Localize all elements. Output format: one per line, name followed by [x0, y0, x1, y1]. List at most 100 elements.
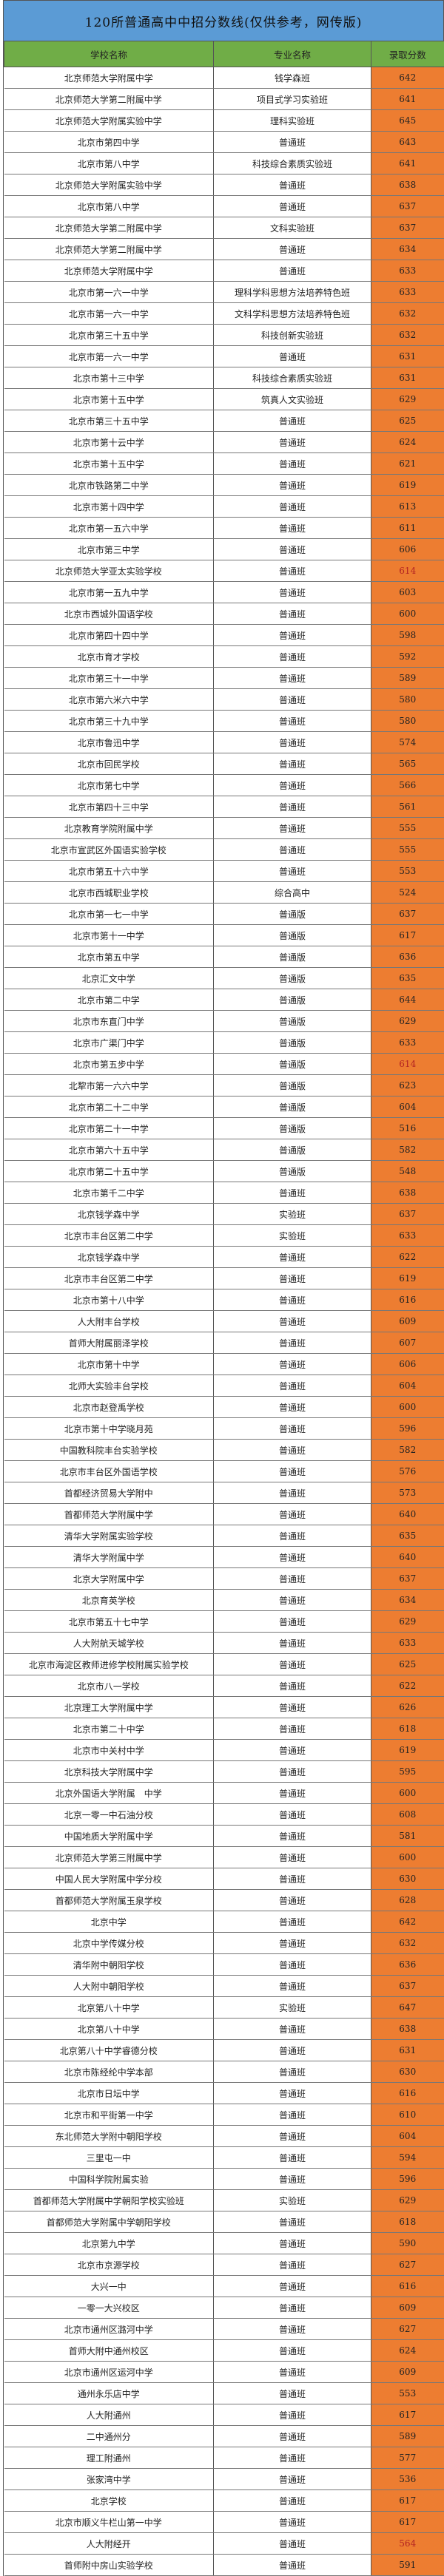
score-cell: 591	[371, 2554, 444, 2576]
school-name-cell: 东北师范大学附中朝阳学校	[4, 2125, 214, 2147]
program-name-cell: 实验班	[213, 1224, 371, 1247]
school-name-cell: 中国人民大学附属中学分校	[4, 1868, 214, 1890]
program-name-cell: 普通班	[213, 1975, 371, 1997]
table-row: 北京一零一中石油分校 普通班 608	[4, 1803, 444, 1826]
header-score: 录取分数	[371, 41, 444, 67]
school-name-cell: 北京市第六十五中学	[4, 1139, 214, 1161]
program-name-cell: 普通班	[213, 1567, 371, 1590]
score-cell: 625	[371, 1653, 444, 1675]
score-cell: 607	[371, 1332, 444, 1354]
score-cell: 635	[371, 1525, 444, 1547]
score-cell: 622	[371, 1246, 444, 1268]
table-row: 北京市宣武区外国语实验学校 普通班 555	[4, 838, 444, 861]
school-name-cell: 北京师范大学附属实验中学	[4, 174, 214, 196]
table-row: 北京师范大学亚太实验学校 普通班 614	[4, 560, 444, 582]
school-name-cell: 北京外国语大学附属 中学	[4, 1782, 214, 1804]
table-body: 北京师范大学附属中学 钱学森班 642 北京师范大学第二附属中学 项目式学习实验班 641…	[4, 67, 444, 2576]
program-name-cell: 普通班	[213, 817, 371, 839]
table-row: 中国教科院丰台实验学校 普通班 582	[4, 1439, 444, 1461]
score-cell: 564	[371, 2532, 444, 2555]
program-name-cell: 普通班	[213, 410, 371, 432]
table-row: 北京市第三十五中学 普通班 625	[4, 410, 444, 432]
program-name-cell: 普通班	[213, 560, 371, 582]
table-row: 北京师范大学附属中学 普通班 633	[4, 260, 444, 282]
school-name-cell: 北京市赵登禹学校	[4, 1396, 214, 1418]
program-name-cell: 普通班	[213, 1332, 371, 1354]
table-row: 首都师范大学附属中学朝阳学校实验班 实验班 629	[4, 2189, 444, 2211]
school-name-cell: 北京市第四十四中学	[4, 624, 214, 646]
program-name-cell: 普通版	[213, 1117, 371, 1139]
program-name-cell: 普通班	[213, 710, 371, 732]
table-row: 北京钱学森中学 实验班 637	[4, 1203, 444, 1225]
school-name-cell: 北京育英学校	[4, 1589, 214, 1611]
program-name-cell: 普通班	[213, 645, 371, 668]
school-name-cell: 北京市第五十六中学	[4, 860, 214, 882]
score-cell: 619	[371, 1739, 444, 1761]
program-name-cell: 科技综合素质实验班	[213, 152, 371, 174]
program-name-cell: 普通班	[213, 1182, 371, 1204]
table-row: 北京市丰台区外国语学校 普通班 576	[4, 1460, 444, 1482]
score-cell: 616	[371, 2275, 444, 2297]
table-row: 人大附经开 普通班 564	[4, 2532, 444, 2555]
table-row: 中国人民大学附属中学分校 普通班 630	[4, 1868, 444, 1890]
program-name-cell: 普通班	[213, 860, 371, 882]
school-name-cell: 北京师范大学第二附属中学	[4, 88, 214, 110]
school-name-cell: 北京大学附属中学	[4, 1567, 214, 1590]
school-name-cell: 首都师范大学附属中学朝阳学校实验班	[4, 2189, 214, 2211]
score-cell: 637	[371, 195, 444, 217]
score-cell: 604	[371, 1096, 444, 1118]
score-cell: 580	[371, 688, 444, 711]
table-row: 北京市京源学校 普通班 627	[4, 2254, 444, 2276]
table-row: 北京汇文中学 普通版 635	[4, 967, 444, 989]
score-cell: 640	[371, 1546, 444, 1568]
program-name-cell: 普通班	[213, 474, 371, 496]
program-name-cell: 普通班	[213, 2039, 371, 2061]
table-row: 北京师范大学第二附属中学 普通班 634	[4, 238, 444, 260]
score-cell: 617	[371, 2489, 444, 2512]
school-name-cell: 北京科技大学附属中学	[4, 1760, 214, 1783]
school-name-cell: 北京市第二十一中学	[4, 1117, 214, 1139]
program-name-cell: 普通班	[213, 1310, 371, 1332]
table-row: 首都师范大学附属中学朝阳学校 普通班 618	[4, 2211, 444, 2233]
program-name-cell: 实验班	[213, 2189, 371, 2211]
school-name-cell: 北犂市第一六六中学	[4, 1074, 214, 1097]
score-cell: 633	[371, 1632, 444, 1654]
score-cell: 553	[371, 860, 444, 882]
program-name-cell: 普通版	[213, 924, 371, 946]
program-name-cell: 文科实验班	[213, 217, 371, 239]
score-cell: 600	[371, 1396, 444, 1418]
table-row: 北京市第八中学 普通班 637	[4, 195, 444, 217]
program-name-cell: 普通班	[213, 174, 371, 196]
score-cell: 614	[371, 1053, 444, 1075]
school-name-cell: 人大附航天城学校	[4, 1632, 214, 1654]
table-row: 北京市中关村中学 普通班 619	[4, 1739, 444, 1761]
table-row: 通州永乐店中学 普通班 553	[4, 2382, 444, 2404]
table-row: 北京第八十中学睿德分校 普通班 631	[4, 2039, 444, 2061]
program-name-cell: 科技创新实验班	[213, 324, 371, 346]
school-name-cell: 二中通州分	[4, 2425, 214, 2447]
score-cell: 606	[371, 538, 444, 560]
program-name-cell: 普通班	[213, 1546, 371, 1568]
table-row: 北京第八十中学 普通班 638	[4, 2018, 444, 2040]
school-name-cell: 北京市第三十五中学	[4, 324, 214, 346]
score-cell: 573	[371, 1482, 444, 1504]
program-name-cell: 普通版	[213, 1053, 371, 1075]
score-cell: 643	[371, 131, 444, 153]
program-name-cell: 普通班	[213, 2489, 371, 2512]
table-row: 北京市西城外国语学校 普通班 600	[4, 603, 444, 625]
school-name-cell: 北京中学传媒分校	[4, 1932, 214, 1954]
program-name-cell: 普通班	[213, 731, 371, 753]
school-name-cell: 北京市丰台区第二中学	[4, 1224, 214, 1247]
score-cell: 609	[371, 2297, 444, 2319]
program-name-cell: 普通班	[213, 774, 371, 796]
school-name-cell: 北京钱学森中学	[4, 1203, 214, 1225]
program-name-cell: 普通班	[213, 2404, 371, 2426]
school-name-cell: 理工附通州	[4, 2447, 214, 2469]
table-row: 北京市第五十六中学 普通班 553	[4, 860, 444, 882]
program-name-cell: 文科学科思想方法培养特色班	[213, 302, 371, 325]
school-name-cell: 人大附通州	[4, 2404, 214, 2426]
school-name-cell: 北京师范大学第三附属中学	[4, 1846, 214, 1868]
program-name-cell: 项目式学习实验班	[213, 88, 371, 110]
program-name-cell: 普通班	[213, 1482, 371, 1504]
school-name-cell: 北京市第三十九中学	[4, 710, 214, 732]
